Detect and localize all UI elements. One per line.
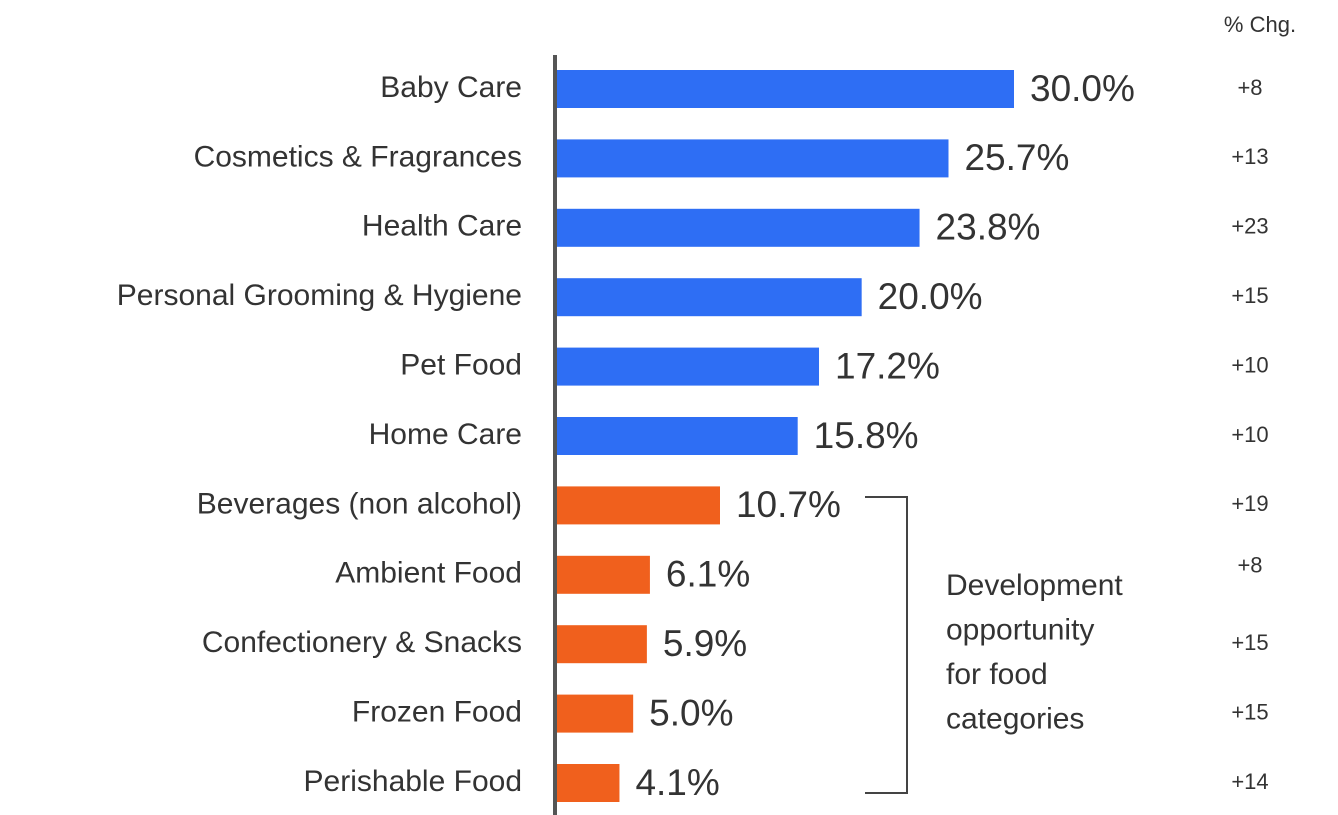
category-label: Frozen Food [352,696,522,729]
change-label: +23 [1231,214,1268,239]
bar [557,139,949,178]
annotation: Development [946,569,1123,602]
value-label: 4.1% [635,762,719,803]
change-label: +19 [1231,491,1268,516]
bar [557,486,720,525]
value-label: 23.8% [936,207,1041,248]
category-label: Perishable Food [304,765,522,798]
category-label: Home Care [369,418,522,451]
bar [557,625,647,664]
bar [557,417,798,455]
value-label: 20.0% [878,276,983,317]
bar [557,555,650,594]
category-label: Pet Food [400,349,522,382]
change-label: +15 [1231,630,1268,655]
change-label: +14 [1231,769,1268,794]
change-label: +15 [1231,283,1268,308]
value-label: 15.8% [814,415,919,456]
bar [557,694,634,733]
category-label: Confectionery & Snacks [202,626,522,659]
value-label: 10.7% [736,484,841,525]
change-label: +8 [1237,553,1262,578]
annotation: opportunity [946,613,1094,646]
value-label: 5.0% [649,692,733,733]
change-header: % Chg. [1224,12,1296,37]
change-label: +15 [1231,699,1268,724]
bracket [865,496,908,794]
category-label: Cosmetics & Fragrances [194,140,522,173]
category-label: Baby Care [380,71,522,104]
annotation: categories [946,702,1084,735]
annotation: for food [946,658,1048,691]
value-label: 25.7% [964,137,1069,178]
bar [557,347,820,386]
category-label: Beverages (non alcohol) [197,487,522,520]
value-label: 6.1% [666,554,750,595]
bar [557,70,1014,108]
bar [557,278,862,317]
change-label: +10 [1231,352,1268,377]
value-label: 30.0% [1030,68,1135,109]
change-label: +13 [1231,144,1268,169]
category-label: Ambient Food [335,557,522,590]
bar [557,208,920,247]
category-label: Personal Grooming & Hygiene [117,279,522,312]
category-label: Health Care [362,210,522,243]
change-label: +8 [1237,75,1262,100]
value-label: 5.9% [663,623,747,664]
bar [557,764,620,802]
value-label: 17.2% [835,345,940,386]
change-label: +10 [1231,422,1268,447]
